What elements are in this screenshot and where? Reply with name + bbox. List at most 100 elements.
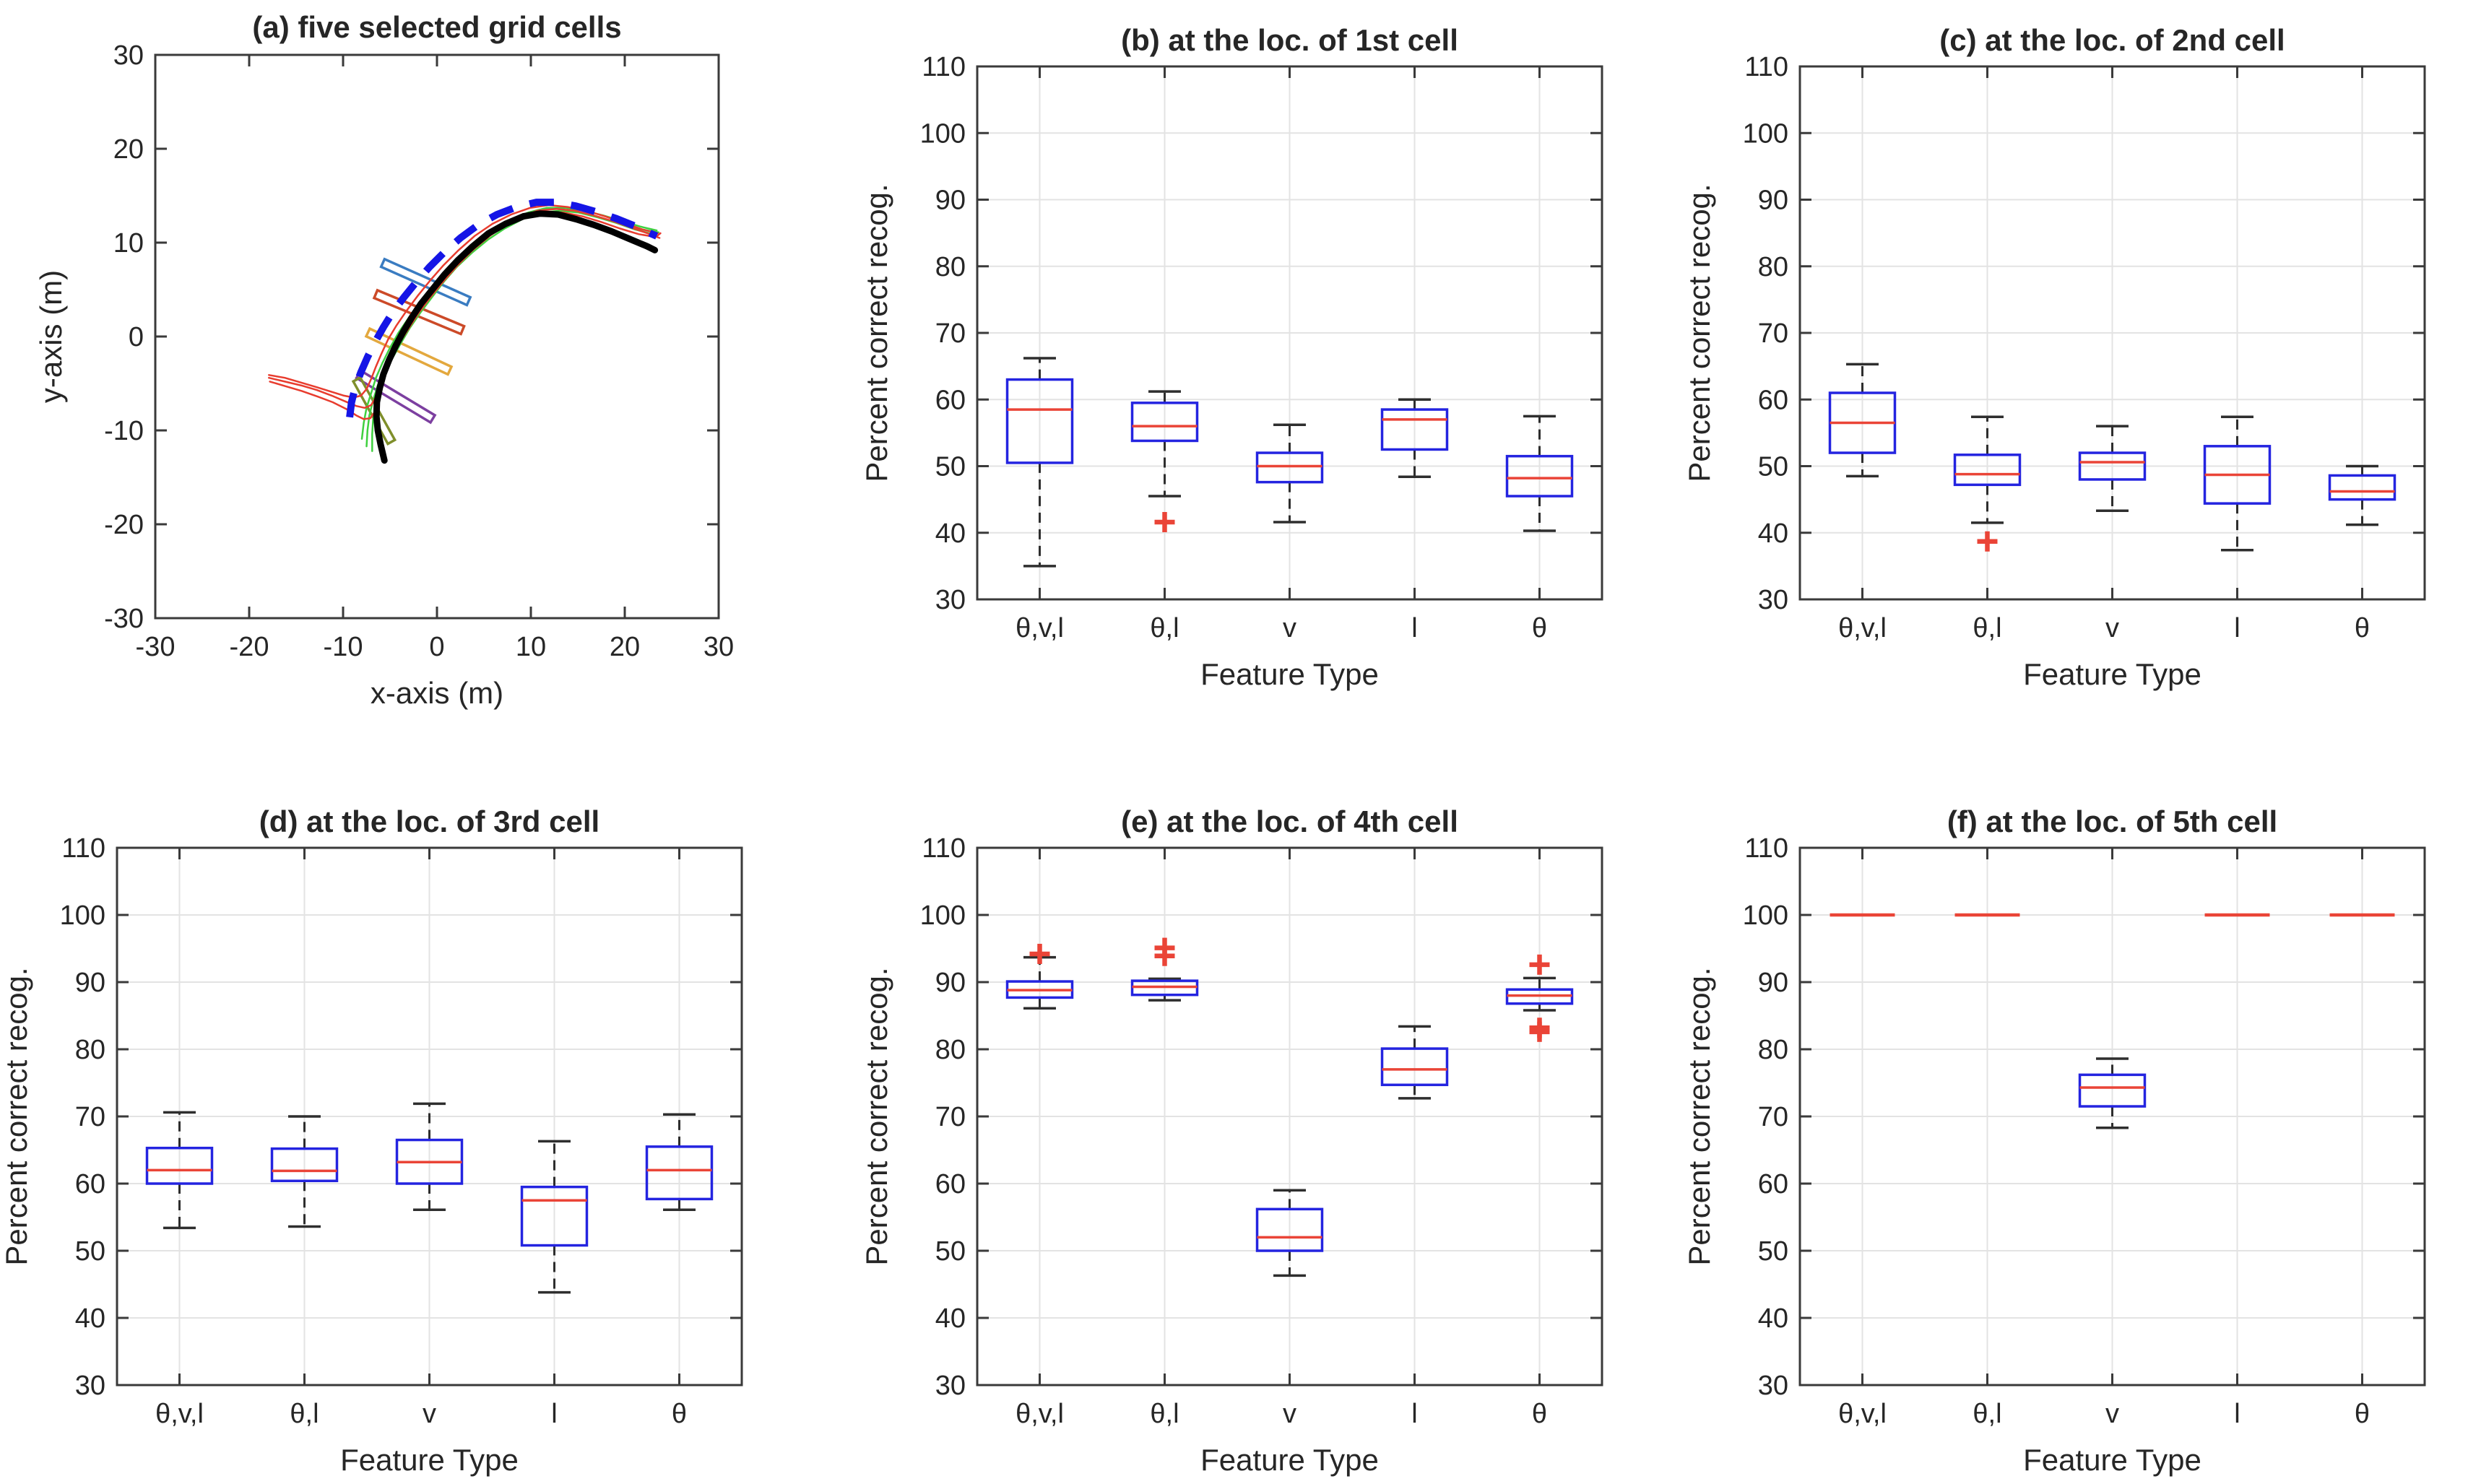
tick-marks <box>977 846 1602 1387</box>
box-e-5 <box>1505 954 1574 1042</box>
y-tick-label: 90 <box>1758 186 1788 216</box>
x-tick-label: θ,v,l <box>1838 1399 1887 1429</box>
iqr-box <box>2078 451 2147 481</box>
y-tick-label: 70 <box>935 1102 966 1132</box>
x-tick-label: 0 <box>429 632 444 662</box>
y-tick-label: 30 <box>1758 1371 1788 1401</box>
box-c-1 <box>1828 363 1897 478</box>
x-tick-label: θ,v,l <box>1838 613 1887 643</box>
y-tick-label: 80 <box>935 252 966 282</box>
y-tick-label: 90 <box>935 186 966 216</box>
grid-cell-3 <box>364 326 454 376</box>
y-tick-label: -10 <box>104 416 144 446</box>
y-tick-label: 30 <box>935 585 966 615</box>
y-tick-label: 110 <box>922 833 966 864</box>
y-tick-label: 90 <box>75 968 105 998</box>
iqr-box <box>1953 454 2022 487</box>
x-tick-label: θ <box>2355 1399 2370 1429</box>
box-b-2 <box>1130 390 1199 532</box>
x-tick-label: θ <box>2355 613 2370 643</box>
y-tick-label: 60 <box>1758 385 1788 415</box>
box-d-5 <box>645 1113 714 1212</box>
iqr-box <box>270 1147 339 1183</box>
subplot-d: 30 40 50 60 70 80 90 100 110 θ,v,l θ,l v l θ (d) at th… <box>0 804 743 1477</box>
y-tick-label: 100 <box>60 901 105 931</box>
y-tick-label: 80 <box>1758 252 1788 282</box>
iqr-box <box>520 1185 589 1247</box>
y-axis-label: Percent correct recog. <box>0 967 33 1265</box>
x-tick-label: v <box>2105 1399 2119 1429</box>
y-axis-label: Percent correct recog. <box>860 183 893 482</box>
x-tick-label: θ <box>1532 1399 1547 1429</box>
y-tick-label: 80 <box>1758 1035 1788 1065</box>
box-c-4 <box>2203 415 2272 552</box>
subplot-title: (b) at the loc. of 1st cell <box>1121 23 1458 57</box>
outlier-marker <box>1154 945 1175 966</box>
y-tick-label: 0 <box>129 322 144 352</box>
x-tick-label: θ,v,l <box>1016 1399 1064 1429</box>
y-tick-label: 60 <box>935 1169 966 1199</box>
x-tick-label: v <box>2105 613 2119 643</box>
iqr-box <box>2328 474 2396 501</box>
y-tick-label: 30 <box>1758 585 1788 615</box>
y-tick-label: 40 <box>935 518 966 549</box>
y-tick-label: 10 <box>113 228 144 259</box>
tick-marks <box>154 53 720 620</box>
iqr-box <box>145 1146 214 1185</box>
outlier-marker <box>1154 511 1175 532</box>
iqr-box <box>1505 454 1574 498</box>
y-tick-label: 70 <box>935 318 966 349</box>
iqr-box <box>1380 1047 1449 1087</box>
x-tick-label: θ,l <box>290 1399 319 1429</box>
box-b-5 <box>1505 415 1574 532</box>
y-tick-label: 110 <box>922 52 966 82</box>
grid-lines <box>977 66 1602 599</box>
y-tick-label: 40 <box>75 1303 105 1334</box>
x-tick-label: 10 <box>516 632 546 662</box>
y-tick-label: -20 <box>104 510 144 540</box>
y-tick-label: 40 <box>935 1303 966 1334</box>
x-tick-label: l <box>1411 613 1417 643</box>
x-tick-label: -20 <box>230 632 269 662</box>
box-d-1 <box>145 1111 214 1230</box>
grid-lines <box>977 848 1602 1385</box>
y-tick-label: 70 <box>1758 1102 1788 1132</box>
y-tick-label: 40 <box>1758 518 1788 549</box>
x-tick-label: θ,l <box>1150 1399 1179 1429</box>
x-tick-label: l <box>551 1399 557 1429</box>
box-e-1 <box>1005 943 1074 1010</box>
subplot-title: (d) at the loc. of 3rd cell <box>259 804 599 838</box>
box-e-3 <box>1255 1189 1324 1277</box>
box-b-3 <box>1255 423 1324 524</box>
grid-cell-4 <box>355 368 437 425</box>
y-tick-label: 100 <box>1743 901 1788 931</box>
reference-path <box>373 210 659 464</box>
tick-marks <box>117 846 742 1387</box>
x-tick-label: -10 <box>324 632 363 662</box>
y-tick-label: 100 <box>920 901 966 931</box>
tick-marks <box>1800 846 2425 1387</box>
y-tick-label: 50 <box>935 1236 966 1267</box>
box-b-1 <box>1005 357 1074 568</box>
subplot-f: 30 40 50 60 70 80 90 100 110 θ,v,l θ,l v l θ (f) at th… <box>1682 804 2426 1477</box>
x-tick-label: v <box>1283 613 1296 643</box>
y-tick-label: 70 <box>75 1102 105 1132</box>
x-tick-label: v <box>1283 1399 1296 1429</box>
x-tick-label: θ,l <box>1973 613 2001 643</box>
subplot-title: (c) at the loc. of 2nd cell <box>1939 23 2285 57</box>
x-tick-label: θ <box>1532 613 1547 643</box>
x-axis-label: Feature Type <box>340 1443 519 1477</box>
grid-lines <box>1800 66 2425 599</box>
y-tick-label: 60 <box>75 1169 105 1199</box>
box-e-2 <box>1130 937 1199 1002</box>
x-tick-label: 30 <box>703 632 734 662</box>
grid-lines <box>1800 848 2425 1385</box>
iqr-box <box>1255 451 1324 484</box>
box-c-2 <box>1953 415 2022 552</box>
subplot-title: (a) five selected grid cells <box>252 10 621 44</box>
y-axis-label: Percent correct recog. <box>1682 967 1716 1265</box>
y-tick-label: 90 <box>935 968 966 998</box>
box-d-2 <box>270 1115 339 1228</box>
box-d-4 <box>520 1140 589 1294</box>
outlier-marker <box>1529 1021 1550 1042</box>
